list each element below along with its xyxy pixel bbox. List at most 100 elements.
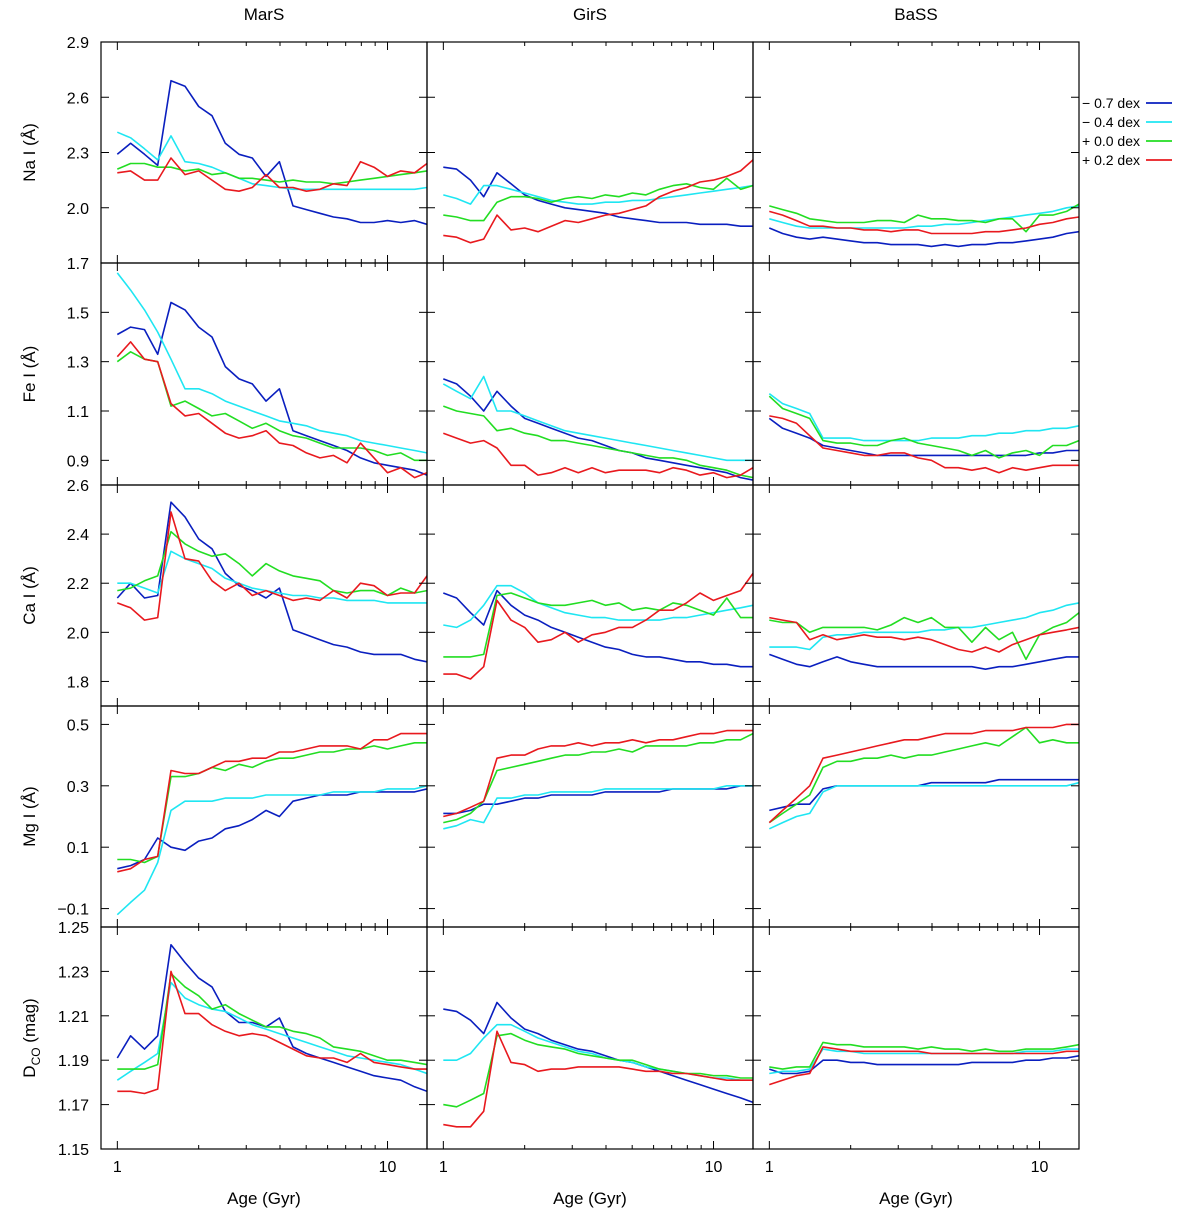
series-line-r2-c0-s2 [117,530,427,597]
series-line-r3-c0-s1 [116,785,427,916]
panel-frame-r2-c0 [100,484,428,707]
ytick-label-r1-0: 0.9 [67,453,89,470]
series-line-r1-c1-s0 [443,378,753,481]
series-line-r0-c2-s3 [769,210,1079,235]
ytick-label-r0-2: 2.3 [67,146,89,163]
series-line-r2-c1-s0 [443,589,753,668]
series-line-r2-c1-s1 [443,584,753,629]
panel-frame-r3-c1 [426,705,754,928]
series-line-r3-c0-s2 [117,741,427,864]
xlabel-c0: Age (Gyr) [227,1189,301,1208]
ytick-label-r2-1: 2.0 [67,625,89,642]
ytick-label-r3-1: 0.1 [67,840,89,857]
ytick-label-r4-0: 1.15 [58,1142,89,1159]
ytick-label-r3-0: −0.1 [57,902,89,919]
xtick-label-c0-0: 1 [113,1159,122,1176]
xtick-label-c1-1: 10 [705,1159,723,1176]
series-line-r0-c2-s0 [768,227,1079,248]
series-line-r1-c1-s3 [443,432,753,479]
ylabel-r3: Mg I (Å) [20,786,39,846]
series-line-r1-c1-s2 [443,405,753,479]
series-line-r3-c1-s2 [443,732,753,824]
series-line-r1-c0-s1 [116,272,427,454]
series-line-r1-c1-s1 [442,375,753,462]
series-line-r3-c1-s3 [443,729,753,818]
series-line-r0-c1-s0 [443,166,753,227]
ytick-label-r4-2: 1.19 [58,1053,89,1070]
series-line-r4-c0-s2 [117,972,427,1070]
xtick-label-c0-1: 10 [379,1159,397,1176]
series-line-r1-c0-s3 [116,341,427,479]
series-line-r2-c2-s1 [769,602,1079,651]
xtick-label-c1-0: 1 [439,1159,448,1176]
series-line-r2-c1-s2 [443,592,753,658]
series-line-r2-c2-s3 [769,616,1079,653]
series-line-r2-c1-s3 [443,572,753,680]
legend-label-0: − 0.7 dex [1082,95,1140,111]
ytick-label-r2-2: 2.2 [67,576,89,593]
series-line-r3-c2-s1 [768,781,1079,830]
ylabel-main-r4: D [20,1065,39,1077]
ytick-label-r0-3: 2.6 [67,90,89,107]
series-line-r3-c2-s2 [768,726,1079,824]
ytick-label-r1-2: 1.3 [67,355,89,372]
series-line-r3-c2-s3 [768,723,1079,824]
ylabel-r1: Fe I (Å) [20,346,39,403]
xlabel-c2: Age (Gyr) [879,1189,953,1208]
ylabel-main-r0: Na I (Å) [20,123,39,182]
ylabel-r0: Na I (Å) [20,123,39,182]
panel-frame-r4-c0 [100,926,428,1150]
column-title-0: MarS [244,5,285,24]
ylabel-main-r3: Mg I (Å) [20,786,39,846]
panel-frame-r4-c2 [752,926,1080,1150]
series-line-r4-c2-s0 [769,1055,1079,1075]
series-line-r4-c2-s3 [769,1046,1079,1086]
series-line-r1-c2-s0 [768,417,1079,457]
series-line-r0-c2-s1 [769,205,1079,229]
ylabel-main-r2: Ca I (Å) [20,566,39,625]
series-line-r4-c0-s3 [117,970,427,1095]
ylabel-r4: DCO (mag) [20,998,43,1077]
series-line-r4-c2-s2 [769,1041,1079,1070]
series-line-r4-c1-s3 [443,1030,753,1128]
series-line-r2-c2-s0 [769,653,1079,671]
ytick-label-r1-1: 1.1 [67,404,89,421]
ytick-label-r1-3: 1.5 [67,305,89,322]
ytick-label-r2-4: 2.6 [67,478,89,495]
xtick-label-c2-0: 1 [765,1159,774,1176]
ylabel-r2: Ca I (Å) [20,566,39,625]
series-line-r3-c1-s1 [443,784,753,830]
panel-frame-r2-c2 [752,484,1080,707]
series-line-r2-c0-s1 [117,550,427,604]
panel-frame-r0-c1 [426,41,754,264]
ytick-label-r3-3: 0.5 [67,717,89,734]
ytick-label-r4-1: 1.17 [58,1098,89,1115]
panel-frame-r1-c1 [426,262,754,486]
series-line-r4-c1-s0 [443,1001,753,1104]
series-line-r0-c2-s2 [769,203,1079,233]
legend-label-1: − 0.4 dex [1082,114,1140,130]
ytick-label-r4-5: 1.25 [58,920,89,937]
ytick-label-r4-3: 1.21 [58,1009,89,1026]
series-line-r2-c0-s0 [116,501,427,663]
series-line-r3-c0-s0 [117,788,427,870]
ytick-label-r2-3: 2.4 [67,527,89,544]
ytick-label-r3-2: 0.3 [67,779,89,796]
ytick-label-r0-0: 1.7 [67,256,89,273]
xlabel-c1: Age (Gyr) [553,1189,627,1208]
series-line-r0-c1-s3 [443,159,753,244]
series-line-r0-c0-s1 [116,131,427,191]
column-title-2: BaSS [894,5,937,24]
legend-label-2: + 0.0 dex [1082,133,1140,149]
ylabel-tail-r4: (mag) [20,998,39,1047]
ylabel-sub-r4: CO [29,1047,43,1065]
series-line-r1-c2-s1 [768,393,1079,442]
panel-frame-r4-c1 [426,926,754,1150]
ytick-label-r2-0: 1.8 [67,674,89,691]
series-line-r0-c0-s3 [117,157,427,192]
ytick-label-r0-1: 2.0 [67,201,89,218]
series-line-r1-c2-s3 [769,415,1079,474]
series-line-r0-c0-s0 [116,79,427,226]
